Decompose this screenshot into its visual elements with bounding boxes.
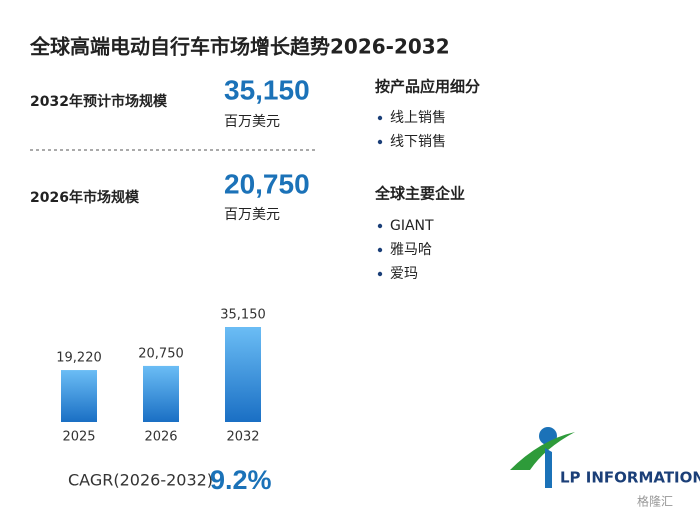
logo-stem (545, 448, 552, 488)
data-label: 19,220 (56, 351, 102, 366)
stat-label: 2026年市场规模 (30, 189, 140, 206)
x-tick-label: 2032 (226, 430, 259, 445)
list-item: 雅马哈 (390, 242, 432, 258)
stat-label: 2032年预计市场规模 (30, 93, 168, 110)
logo-text: LP INFORMATION (560, 469, 700, 487)
bullet (377, 271, 383, 277)
watermark: 格隆汇 (637, 494, 673, 509)
x-tick-label: 2026 (144, 430, 177, 445)
list-item: 线上销售 (390, 110, 446, 126)
bullet (377, 223, 383, 229)
cagr-value: 9.2% (210, 465, 272, 495)
page-title: 全球高端电动自行车市场增长趋势2026-2032 (29, 35, 450, 59)
bullet (377, 115, 383, 121)
stat-unit: 百万美元 (224, 114, 280, 130)
bullet (377, 139, 383, 145)
stat-unit: 百万美元 (224, 207, 280, 223)
stat-value: 35,150 (224, 74, 310, 105)
bar (143, 365, 179, 422)
bar (61, 370, 97, 422)
stat-value: 20,750 (224, 168, 310, 199)
list-item: 爱玛 (390, 266, 418, 282)
logo: LP INFORMATION (510, 427, 700, 488)
x-tick-label: 2025 (62, 430, 95, 445)
list-item: GIANT (390, 218, 434, 234)
data-label: 20,750 (138, 346, 184, 361)
bar (225, 327, 261, 422)
bullet (377, 247, 383, 253)
logo-swoosh (510, 432, 575, 470)
list-item: 线下销售 (390, 134, 446, 150)
data-label: 35,150 (220, 308, 266, 323)
list-title: 全球主要企业 (374, 185, 465, 203)
list-title: 按产品应用细分 (375, 78, 480, 96)
cagr-label: CAGR(2026-2032) (68, 471, 213, 490)
